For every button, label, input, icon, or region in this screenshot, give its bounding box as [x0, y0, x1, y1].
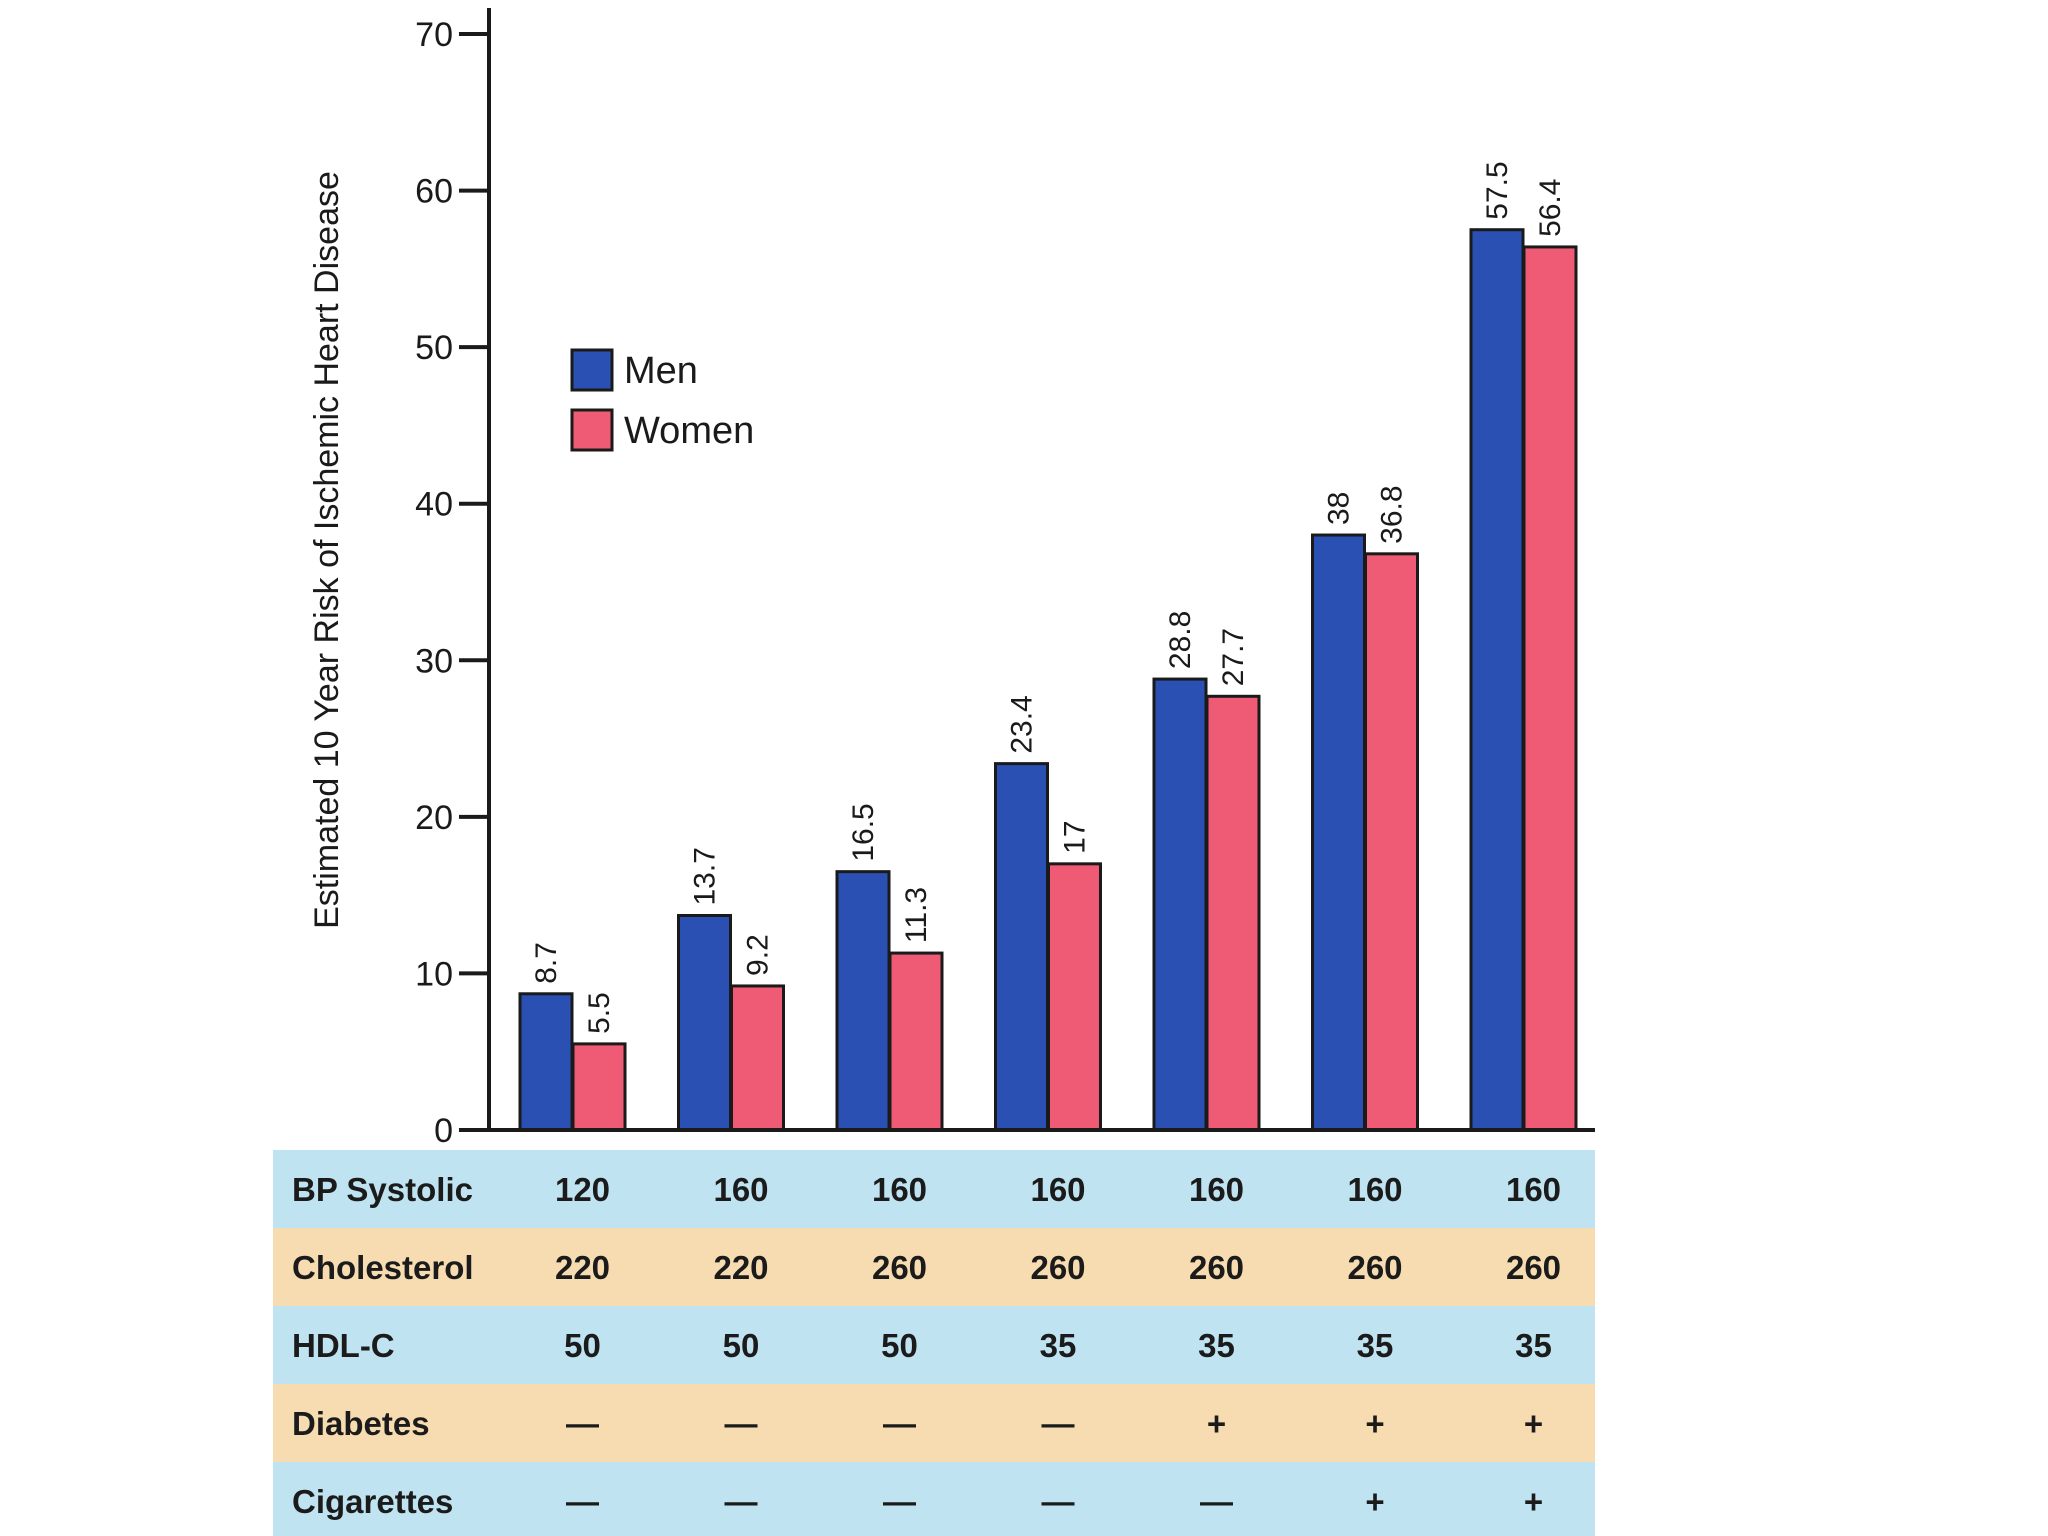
table-cell: —	[1042, 1405, 1075, 1442]
bar-men-6	[1311, 533, 1366, 1132]
table-cell: 220	[555, 1249, 610, 1286]
bar-value-labels: 8.7 5.5 13.7 9.2 16.5 11.3 23.4 17 28.8 27.7 38 36.…	[530, 161, 1567, 1034]
y-tick-label: 20	[415, 799, 453, 837]
table-cell: 260	[872, 1249, 927, 1286]
table-cell: 260	[1506, 1249, 1561, 1286]
bar-value-label: 5.5	[583, 992, 616, 1034]
table-cell: —	[1042, 1483, 1075, 1520]
bar-value-label: 8.7	[530, 942, 563, 984]
bar-women-4	[1047, 862, 1102, 1132]
table-cell: 260	[1189, 1249, 1244, 1286]
bar-value-label: 38	[1323, 492, 1356, 525]
table-row-label: Cholesterol	[292, 1249, 474, 1286]
bar-men-3	[835, 870, 891, 1132]
table-cell: 120	[555, 1171, 610, 1208]
bar-value-label: 9.2	[742, 934, 775, 976]
table-row-band	[273, 1306, 1595, 1384]
bar-value-label: 23.4	[1006, 695, 1039, 753]
table-cell: 160	[1030, 1171, 1085, 1208]
bar-value-label: 28.8	[1164, 611, 1197, 669]
y-tick-label: 50	[415, 329, 453, 367]
bar-value-label: 27.7	[1217, 628, 1250, 686]
table-cell: —	[566, 1405, 599, 1442]
table-row-label: BP Systolic	[292, 1171, 473, 1208]
y-tick-label: 10	[415, 955, 453, 993]
legend-swatch-women	[570, 408, 614, 452]
legend-label: Men	[624, 350, 698, 392]
bar-men-1	[518, 992, 574, 1132]
legend-swatch-men	[570, 348, 614, 392]
bar-men-7	[1469, 228, 1525, 1132]
bar-women-2	[730, 984, 785, 1132]
bar-women-5	[1205, 694, 1261, 1132]
bar-men-4	[994, 762, 1049, 1132]
table-cell: 160	[1506, 1171, 1561, 1208]
legend-label: Women	[624, 410, 754, 452]
table-cell: 50	[881, 1327, 918, 1364]
table-cell: 35	[1515, 1327, 1552, 1364]
table-cell: 220	[713, 1249, 768, 1286]
bar-men-2	[677, 913, 732, 1132]
table-cell: +	[1524, 1483, 1543, 1520]
table-cell: 160	[1347, 1171, 1402, 1208]
bar-men-5	[1152, 677, 1208, 1132]
table-cell: —	[883, 1405, 916, 1442]
table-cell: —	[725, 1405, 758, 1442]
y-tick-label: 60	[415, 173, 453, 211]
table-row-band	[273, 1384, 1595, 1462]
table-cell: —	[566, 1483, 599, 1520]
table-row-band	[273, 1228, 1595, 1306]
bar-value-label: 17	[1059, 820, 1092, 853]
table-row-label: HDL-C	[292, 1327, 395, 1364]
bar-women-3	[888, 951, 944, 1132]
bar-value-label: 16.5	[847, 803, 880, 861]
table-cell: +	[1524, 1405, 1543, 1442]
bar-value-label: 11.3	[900, 887, 933, 943]
table-cell: 160	[1189, 1171, 1244, 1208]
bar-value-label: 56.4	[1534, 179, 1567, 237]
y-tick-label: 30	[415, 642, 453, 680]
bars	[518, 228, 1578, 1132]
table-cell: 50	[564, 1327, 601, 1364]
table-cell: +	[1365, 1483, 1384, 1520]
y-tick-label: 40	[415, 486, 453, 524]
bar-women-7	[1522, 245, 1578, 1132]
legend: Men Women	[570, 348, 754, 452]
table-row-label: Cigarettes	[292, 1483, 453, 1520]
table-cell: 260	[1030, 1249, 1085, 1286]
table-cell: —	[1200, 1483, 1233, 1520]
y-tick-label: 70	[415, 16, 453, 54]
table-cell: —	[725, 1483, 758, 1520]
table-cell: +	[1207, 1405, 1226, 1442]
bar-value-label: 36.8	[1376, 485, 1409, 543]
bar-value-label: 13.7	[689, 847, 722, 905]
bar-value-label: 57.5	[1481, 161, 1514, 219]
table-cell: 260	[1347, 1249, 1402, 1286]
table-cell: 50	[723, 1327, 760, 1364]
y-tick-label: 0	[434, 1112, 453, 1150]
bar-women-6	[1364, 552, 1419, 1132]
table-cell: 160	[872, 1171, 927, 1208]
bar-women-1	[571, 1042, 627, 1132]
y-axis: 0 10 20 30 40 50 60 70	[415, 8, 1595, 1150]
table-cell: 160	[713, 1171, 768, 1208]
table-cell: —	[883, 1483, 916, 1520]
table-cell: +	[1365, 1405, 1384, 1442]
table-cell: 35	[1357, 1327, 1394, 1364]
table-row-band	[273, 1150, 1595, 1228]
risk-factor-table: BP Systolic 120 160 160 160 160 160 160 Choleste…	[273, 1150, 1595, 1536]
table-cell: 35	[1198, 1327, 1235, 1364]
table-cell: 35	[1040, 1327, 1077, 1364]
table-row-label: Diabetes	[292, 1405, 430, 1442]
y-axis-label: Estimated 10 Year Risk of Ischemic Heart…	[308, 171, 346, 929]
table-row-band	[273, 1462, 1595, 1536]
